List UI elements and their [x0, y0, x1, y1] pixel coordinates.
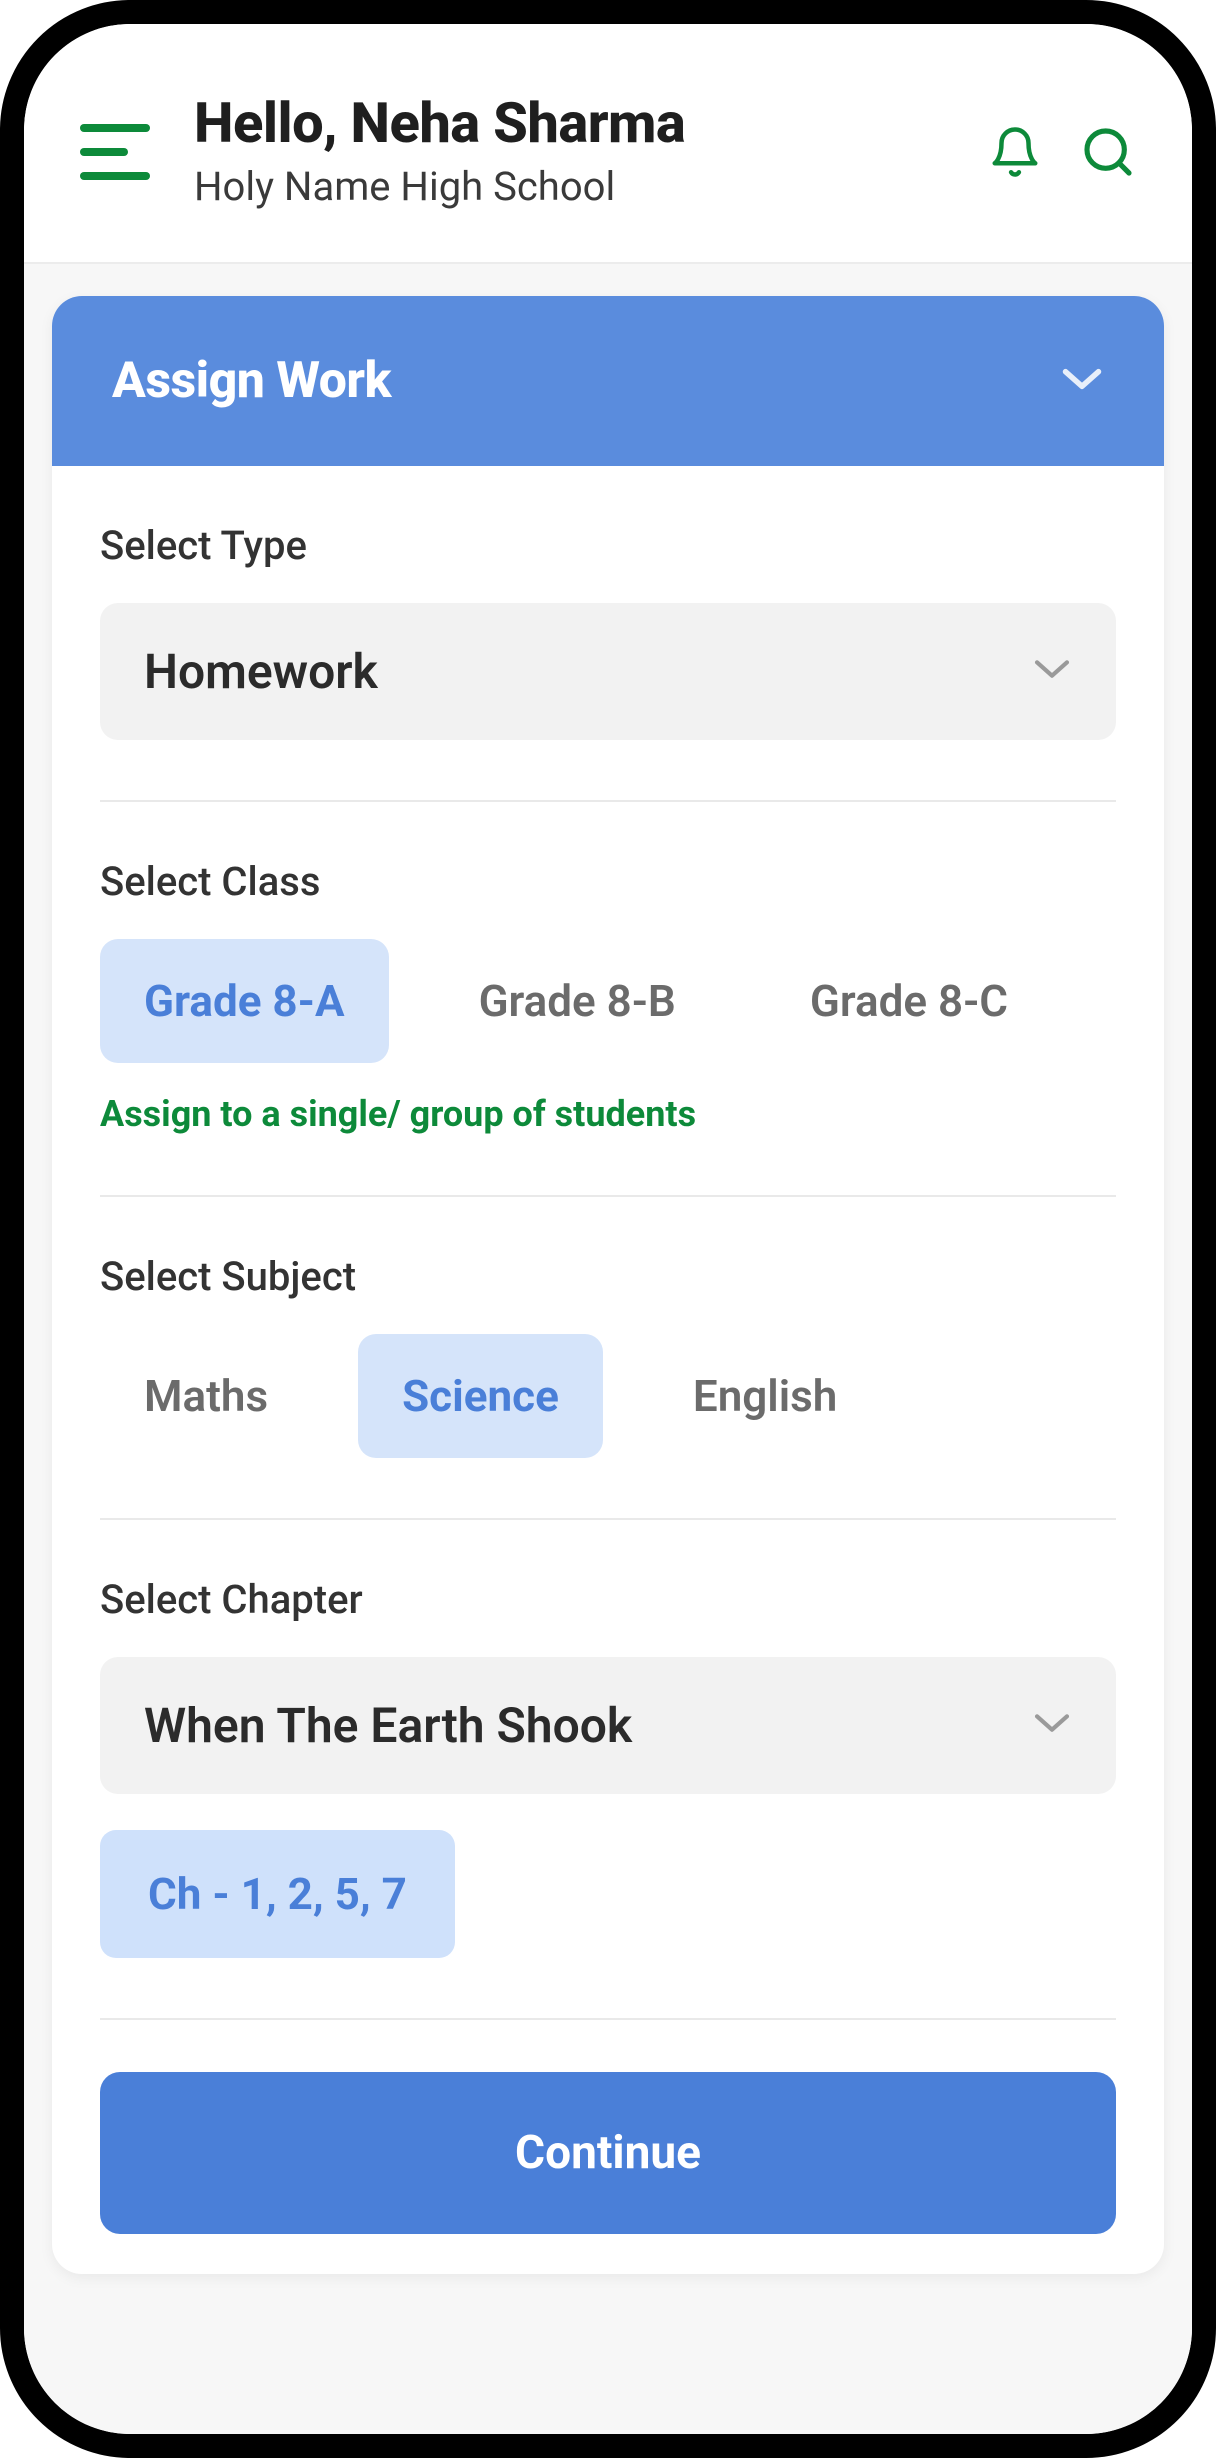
- topbar: Hello, Neha Sharma Holy Name High School: [24, 24, 1192, 264]
- chevron-down-icon: [1032, 656, 1072, 686]
- subject-options: Maths Science English: [100, 1334, 1116, 1458]
- school-name: Holy Name High School: [194, 163, 988, 210]
- assign-work-card: Assign Work Select Type Homework: [52, 296, 1164, 2274]
- class-option-a[interactable]: Grade 8-A: [100, 939, 389, 1063]
- section-chapter: Select Chapter When The Earth Shook Ch -…: [52, 1520, 1164, 2020]
- continue-button[interactable]: Continue: [100, 2072, 1116, 2234]
- topbar-actions: [988, 122, 1136, 182]
- section-class: Select Class Grade 8-A Grade 8-B Grade 8…: [52, 802, 1164, 1197]
- class-option-c[interactable]: Grade 8-C: [766, 939, 1052, 1063]
- screen: Hello, Neha Sharma Holy Name High School: [0, 0, 1216, 2458]
- greeting-block: Hello, Neha Sharma Holy Name High School: [194, 94, 988, 210]
- class-options: Grade 8-A Grade 8-B Grade 8-C: [100, 939, 1116, 1063]
- subject-label: Select Subject: [100, 1253, 1116, 1300]
- chapter-label: Select Chapter: [100, 1576, 1116, 1623]
- chapter-tag[interactable]: Ch - 1, 2, 5, 7: [100, 1830, 455, 1958]
- subject-option-english[interactable]: English: [649, 1334, 881, 1458]
- card-header[interactable]: Assign Work: [52, 296, 1164, 466]
- chevron-down-icon: [1060, 365, 1104, 397]
- greeting-text: Hello, Neha Sharma: [194, 94, 988, 153]
- content-area: Assign Work Select Type Homework: [24, 264, 1192, 2434]
- section-type: Select Type Homework: [52, 466, 1164, 802]
- subject-option-maths[interactable]: Maths: [100, 1334, 312, 1458]
- chevron-down-icon: [1032, 1710, 1072, 1740]
- section-subject: Select Subject Maths Science English: [52, 1197, 1164, 1520]
- chapter-value: When The Earth Shook: [144, 1697, 632, 1754]
- type-select[interactable]: Homework: [100, 603, 1116, 740]
- subject-option-science[interactable]: Science: [358, 1334, 603, 1458]
- type-label: Select Type: [100, 522, 1116, 569]
- assign-group-link[interactable]: Assign to a single/ group of students: [100, 1093, 1116, 1135]
- device-frame: Hello, Neha Sharma Holy Name High School: [0, 0, 1216, 2458]
- search-icon[interactable]: [1080, 124, 1136, 180]
- class-option-b[interactable]: Grade 8-B: [435, 939, 720, 1063]
- card-title: Assign Work: [112, 352, 391, 410]
- type-value: Homework: [144, 643, 378, 700]
- bell-icon[interactable]: [988, 122, 1042, 182]
- class-label: Select Class: [100, 858, 1116, 905]
- menu-icon[interactable]: [80, 124, 150, 180]
- chapter-select[interactable]: When The Earth Shook: [100, 1657, 1116, 1794]
